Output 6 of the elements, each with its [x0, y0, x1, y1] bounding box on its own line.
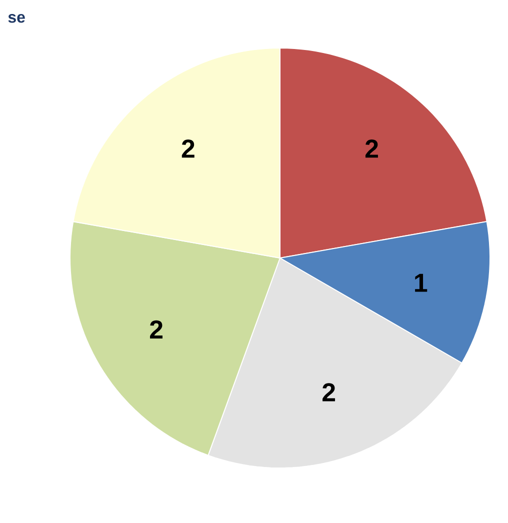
data-label: 2: [322, 383, 336, 402]
data-label: 2: [182, 140, 194, 158]
chart-title: se: [8, 14, 25, 23]
data-label: 2: [150, 320, 162, 338]
data-label: 2: [365, 140, 378, 158]
data-label: 1: [415, 274, 428, 292]
